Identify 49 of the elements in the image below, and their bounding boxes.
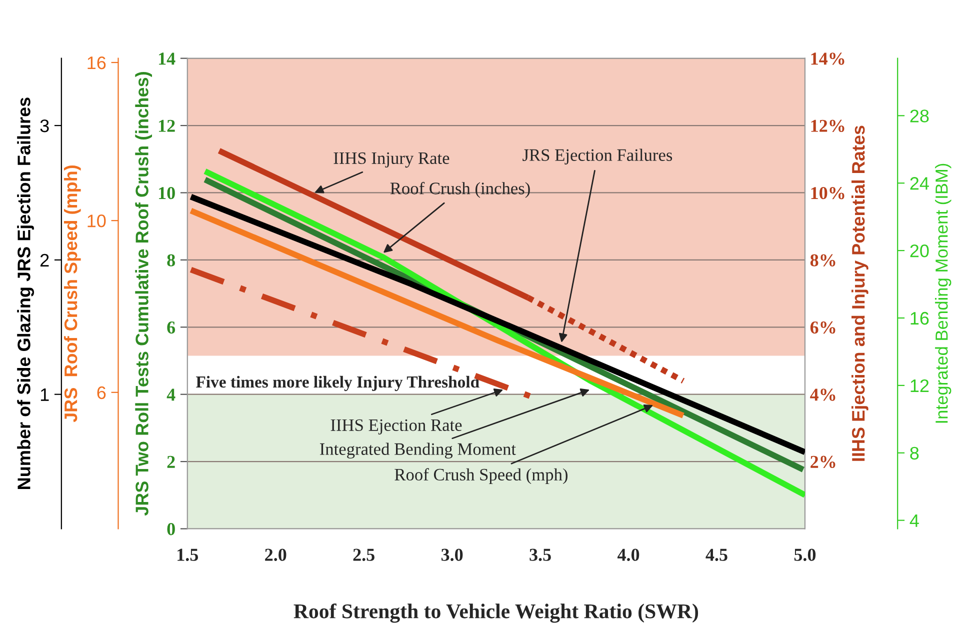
x-tick-label: 4.5 <box>706 548 728 561</box>
annotation: Integrated Bending Moment <box>320 442 516 459</box>
y-axis-title: JRS Two Roll Tests Cumulative Roof Crush (inches) <box>135 72 152 516</box>
y-tick-label: 1 <box>40 388 49 401</box>
y-tick-label: 2 <box>40 254 49 266</box>
x-tick-label: 4.0 <box>617 548 640 561</box>
y-tick-label: 10 <box>158 186 175 200</box>
y2-tick-label: 2% <box>810 456 836 468</box>
y-tick-label: 14 <box>158 52 176 65</box>
y3-tick-label: 4 <box>910 514 919 527</box>
y2-tick-label: 6% <box>810 321 836 334</box>
annotation: IIHS Ejection Rate <box>330 419 462 435</box>
y3-axis-title: Integrated Bending Moment (IBM) <box>935 164 952 423</box>
y3-tick-label: 20 <box>910 244 929 258</box>
annotation: IIHS Injury Rate <box>334 152 450 168</box>
y-tick-label: 4 <box>166 388 176 401</box>
y2-tick-label: 10 <box>88 214 106 228</box>
x-axis-title: Roof Strength to Vehicle Weight Ratio (SWR) <box>294 603 698 623</box>
y2-tick-label: 14% <box>811 52 844 65</box>
x-tick-label: 3.0 <box>441 548 463 561</box>
y3-tick-label: 28 <box>910 110 929 122</box>
y-tick-label: 6 <box>167 321 176 334</box>
y-axis-title: Number of Side Glazing JRS Ejection Failures <box>17 98 34 489</box>
x-tick-label: 3.5 <box>530 548 551 561</box>
y-tick-label: 8 <box>167 254 175 266</box>
annotation: Roof Crush (inches) <box>390 182 530 198</box>
x-tick-label: 2.5 <box>353 548 374 561</box>
y2-tick-label: 8% <box>810 254 836 266</box>
y2-tick-label: 12% <box>811 120 844 132</box>
annotation: JRS Ejection Failures <box>522 148 672 164</box>
y2-tick-label: 16 <box>88 56 106 70</box>
band-label: Five times more likely Injury Threshold <box>196 376 480 392</box>
y2-axis-title: JRS Roof Crush Speed (mph) <box>64 166 81 422</box>
y-tick-label: 0 <box>167 523 175 536</box>
y2-tick-label: 6 <box>97 386 106 400</box>
x-tick-label: 2.0 <box>265 548 286 561</box>
y3-tick-label: 16 <box>910 312 929 325</box>
y3-tick-label: 12 <box>910 379 929 392</box>
y-tick-label: 3 <box>40 119 49 132</box>
y3-tick-label: 24 <box>910 177 929 190</box>
y2-tick-label: 10% <box>811 186 844 200</box>
y-tick-label: 2 <box>167 456 175 468</box>
annotation: Roof Crush Speed (mph) <box>394 468 568 484</box>
y2-tick-label: 4% <box>810 388 836 401</box>
y3-tick-label: 8 <box>910 446 919 460</box>
y-tick-label: 12 <box>158 120 175 132</box>
x-tick-label: 5.0 <box>794 548 816 561</box>
y2-axis-title: IIHS Ejection and Injury Potential Rates <box>851 126 868 461</box>
x-tick-label: 1.5 <box>178 548 198 561</box>
